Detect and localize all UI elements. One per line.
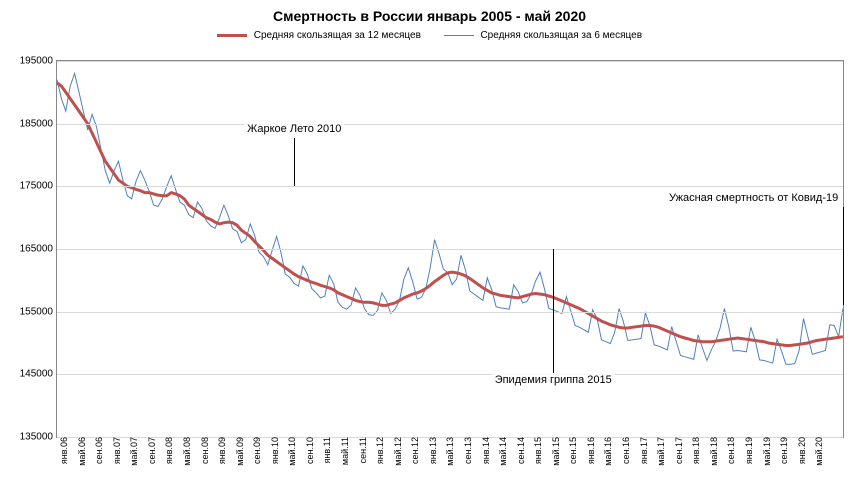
- chart-container: Смертность в России январь 2005 - май 20…: [0, 0, 859, 502]
- x-axis-label: сен.19: [777, 437, 789, 464]
- x-axis-label: май.17: [654, 437, 666, 466]
- x-axis-label: янв.14: [479, 437, 491, 464]
- legend-swatch-blue: [444, 35, 474, 36]
- x-axis-label: сен.07: [145, 437, 157, 464]
- annotation-label: Ужасная смертность от Ковид-19: [666, 191, 841, 205]
- x-axis-label: май.16: [601, 437, 613, 466]
- x-axis-label: май.11: [338, 437, 350, 465]
- gridline: [57, 124, 843, 125]
- x-axis-label: сен.12: [408, 437, 420, 464]
- line-12mo: [57, 83, 843, 346]
- y-axis-label: 185000: [20, 118, 57, 129]
- x-axis-label: сен.18: [724, 437, 736, 464]
- x-axis-label: янв.15: [531, 437, 543, 464]
- gridline: [57, 312, 843, 313]
- annotation-line: [553, 249, 554, 373]
- y-axis-label: 135000: [20, 432, 57, 443]
- x-axis-label: сен.09: [250, 437, 262, 464]
- x-axis-label: май.07: [127, 437, 139, 466]
- x-axis-label: сен.16: [619, 437, 631, 464]
- x-axis-label: янв.17: [637, 437, 649, 464]
- annotation-line: [294, 138, 295, 186]
- x-axis-label: янв.08: [162, 437, 174, 464]
- x-axis-label: май.13: [443, 437, 455, 466]
- x-axis-label: сен.14: [514, 437, 526, 464]
- x-axis-label: сен.11: [356, 437, 368, 463]
- chart-title: Смертность в России январь 2005 - май 20…: [0, 0, 859, 24]
- y-axis-label: 165000: [20, 244, 57, 255]
- x-axis-label: сен.15: [566, 437, 578, 464]
- x-axis-label: янв.13: [426, 437, 438, 464]
- x-axis-label: сен.17: [672, 437, 684, 464]
- legend-swatch-red: [217, 34, 247, 37]
- x-axis-label: май.18: [707, 437, 719, 466]
- x-axis-label: янв.09: [215, 437, 227, 464]
- gridline: [57, 374, 843, 375]
- y-axis-label: 155000: [20, 306, 57, 317]
- gridline: [57, 249, 843, 250]
- annotation-label: Эпидемия гриппа 2015: [492, 373, 615, 387]
- x-axis-label: май.10: [285, 437, 297, 466]
- x-axis-label: янв.07: [110, 437, 122, 464]
- x-axis-label: янв.12: [373, 437, 385, 464]
- x-axis-label: май.09: [233, 437, 245, 466]
- annotation-label: Жаркое Лето 2010: [244, 122, 344, 136]
- x-axis-label: янв.06: [57, 437, 69, 464]
- legend-label-12mo: Средняя скользящая за 12 месяцев: [254, 30, 421, 41]
- legend: Средняя скользящая за 12 месяцев Средняя…: [0, 30, 859, 41]
- x-axis-label: май.19: [760, 437, 772, 466]
- gridline: [57, 186, 843, 187]
- x-axis-label: май.14: [496, 437, 508, 466]
- legend-item-6mo: Средняя скользящая за 6 месяцев: [444, 30, 642, 41]
- y-axis-label: 195000: [20, 56, 57, 67]
- x-axis-label: май.12: [391, 437, 403, 466]
- x-axis-label: май.20: [812, 437, 824, 466]
- y-axis-label: 175000: [20, 181, 57, 192]
- x-axis-label: янв.16: [584, 437, 596, 464]
- x-axis-label: сен.13: [461, 437, 473, 464]
- legend-label-6mo: Средняя скользящая за 6 месяцев: [480, 30, 642, 41]
- x-axis-label: сен.06: [92, 437, 104, 464]
- x-axis-label: янв.18: [689, 437, 701, 464]
- gridline: [57, 61, 843, 62]
- x-axis-label: сен.10: [303, 437, 315, 464]
- x-axis-label: май.06: [75, 437, 87, 466]
- legend-item-12mo: Средняя скользящая за 12 месяцев: [217, 30, 421, 41]
- x-axis-label: янв.11: [320, 437, 332, 463]
- y-axis-label: 145000: [20, 369, 57, 380]
- x-axis-label: сен.08: [198, 437, 210, 464]
- x-axis-label: май.15: [549, 437, 561, 466]
- line-6mo: [57, 74, 843, 365]
- x-axis-label: янв.19: [742, 437, 754, 464]
- x-axis-label: май.08: [180, 437, 192, 466]
- annotation-line: [843, 207, 844, 306]
- plot-area: 1350001450001550001650001750001850001950…: [56, 60, 844, 438]
- x-axis-label: янв.20: [795, 437, 807, 464]
- x-axis-label: янв.10: [268, 437, 280, 464]
